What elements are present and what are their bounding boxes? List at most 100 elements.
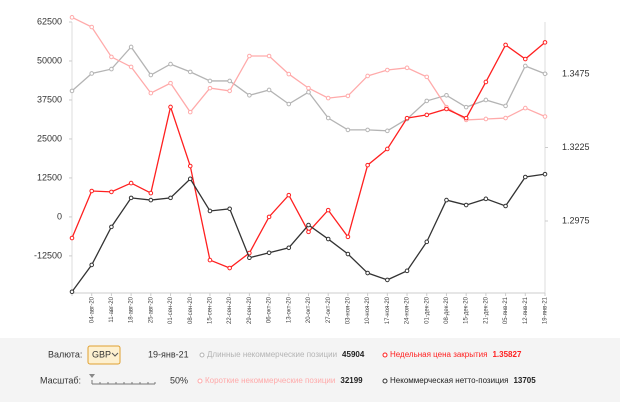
y-tick-label: 37500 [37, 94, 62, 104]
x-tick-label: 01-сен-20 [168, 296, 174, 324]
select-arrow [111, 352, 119, 357]
data-point [325, 207, 331, 213]
data-point [483, 116, 489, 122]
legend-entry: Недельная цена закрытия 1.35827 [390, 350, 522, 359]
y-tick-label: 25000 [37, 133, 62, 143]
data-point [483, 97, 489, 103]
data-point [128, 180, 134, 186]
data-point [266, 53, 272, 59]
x-tick-label: 08-дек-20 [444, 296, 450, 323]
data-point [424, 98, 430, 104]
data-point [207, 85, 213, 91]
data-point [325, 95, 331, 101]
legend-value: 1.35827 [492, 350, 521, 359]
data-point [286, 71, 292, 77]
data-point [286, 192, 292, 198]
data-point [542, 171, 548, 177]
x-tick-label: 06-окт-20 [267, 296, 273, 323]
data-point [148, 190, 154, 196]
data-point [345, 93, 351, 99]
x-tick-label: 04-авг-20 [89, 296, 95, 323]
data-point [424, 239, 430, 245]
data-point [365, 127, 370, 133]
data-point [89, 188, 95, 194]
legend-name: Некоммерческая нетто-позиция [390, 376, 508, 385]
x-tick-label: 24-ноя-20 [405, 296, 411, 324]
legend-entry: Короткие некоммерческие позиции 32199 [205, 376, 363, 385]
data-point [444, 106, 449, 112]
data-point [69, 15, 75, 20]
data-point [463, 202, 469, 208]
data-point [325, 115, 331, 121]
data-point [187, 163, 193, 169]
x-tick-label: 10-ноя-20 [365, 296, 371, 324]
data-point [187, 69, 193, 75]
x-tick-label: 12-янв-21 [523, 296, 529, 324]
legend-value: 13705 [513, 376, 536, 385]
data-point [247, 53, 252, 59]
data-point [69, 289, 75, 295]
data-point [227, 265, 232, 271]
data-point [207, 78, 213, 84]
data-point [522, 63, 528, 69]
y2-tick-label: 1.2975 [562, 215, 590, 225]
data-point [385, 277, 390, 283]
data-point [404, 115, 410, 121]
data-point [109, 224, 114, 230]
x-tick-label: 19-янв-21 [543, 296, 549, 324]
data-point [128, 195, 134, 201]
data-point [345, 234, 351, 240]
data-point [266, 214, 272, 220]
legend-marker [199, 352, 205, 358]
data-point [109, 189, 114, 195]
data-point [522, 56, 528, 62]
y-tick-label: -12500 [34, 250, 62, 260]
scale-label: Масштаб: [40, 375, 81, 385]
x-tick-label: 27-окт-20 [326, 296, 332, 323]
y-tick-label: 62500 [37, 16, 62, 26]
currency-select[interactable] [87, 345, 121, 365]
scale-slider[interactable] [89, 374, 156, 385]
y-tick-label: 50000 [37, 55, 62, 65]
data-point [463, 115, 469, 121]
x-tick-label: 08-сен-20 [188, 296, 194, 324]
slider-thumb[interactable] [89, 374, 95, 378]
data-point [503, 115, 508, 121]
x-tick-label: 25-авг-20 [148, 296, 154, 323]
y2-tick-label: 1.3225 [562, 142, 590, 152]
data-point [306, 229, 311, 235]
data-point [444, 197, 449, 203]
y-tick-label: 0 [57, 211, 62, 221]
data-point [542, 71, 548, 77]
data-point [522, 105, 528, 111]
data-point [286, 101, 292, 107]
series-line [71, 41, 546, 269]
data-point [286, 245, 292, 251]
x-tick-label: 29-сен-20 [247, 296, 253, 324]
data-point [227, 206, 232, 212]
data-point [247, 255, 252, 261]
x-tick-label: 20-окт-20 [306, 296, 312, 323]
legend-name: Длинные некоммерческие позиции [207, 350, 337, 359]
legend-name: Недельная цена закрытия [390, 350, 487, 359]
data-point [365, 270, 370, 276]
data-point [148, 90, 154, 96]
data-point [227, 88, 232, 94]
data-point [207, 257, 213, 263]
data-point [404, 65, 410, 71]
data-point [207, 208, 213, 214]
x-tick-label: 13-окт-20 [286, 296, 292, 323]
legend-entry: Длинные некоммерческие позиции 45904 [207, 350, 365, 359]
data-point [365, 73, 370, 79]
legend-entry: Некоммерческая нетто-позиция 13705 [390, 376, 536, 385]
data-point [168, 195, 173, 201]
data-point [385, 67, 390, 73]
currency-value[interactable]: GBP [92, 349, 111, 359]
data-point [266, 250, 272, 256]
data-point [365, 162, 370, 168]
data-point [325, 236, 331, 242]
data-point [266, 87, 272, 93]
data-point [385, 146, 390, 152]
scale-value: 50% [170, 375, 188, 385]
